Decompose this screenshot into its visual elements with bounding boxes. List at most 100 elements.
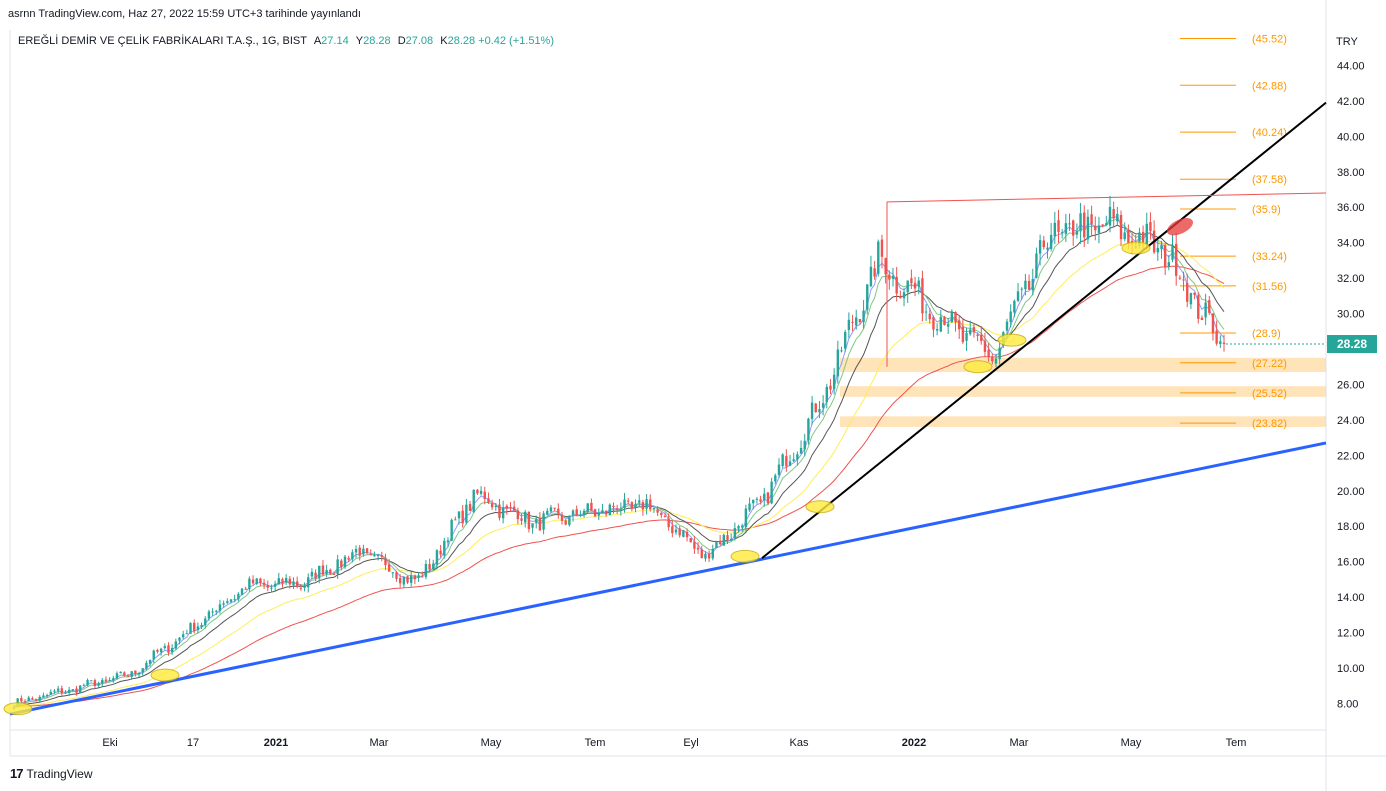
candle-body — [178, 637, 181, 641]
candle-body — [1171, 245, 1174, 260]
candle-body — [810, 402, 814, 419]
candle-body — [369, 554, 372, 556]
candle-body — [557, 508, 560, 514]
candle-body — [619, 508, 623, 512]
candle-body — [832, 374, 836, 389]
candle-body — [303, 585, 306, 588]
candle-body — [362, 548, 365, 555]
fib-level-label: (35.9) — [1252, 204, 1281, 216]
low-label: D — [397, 35, 406, 47]
candle-body — [976, 334, 979, 336]
y-tick-label: 40.00 — [1337, 131, 1365, 143]
candle-body — [924, 311, 928, 313]
candle-body — [1075, 230, 1079, 235]
candle-body — [593, 509, 597, 517]
candle-body — [950, 311, 954, 323]
candle-body — [520, 518, 523, 521]
candle-body — [715, 541, 718, 548]
candle-body — [847, 319, 851, 331]
candle-body — [1072, 220, 1075, 236]
high-label: Y — [355, 35, 364, 47]
candle-body — [270, 587, 273, 589]
candle-body — [23, 701, 27, 703]
candle-body — [189, 623, 192, 634]
candle-body — [104, 679, 108, 682]
candle-body — [843, 332, 847, 349]
candle-body — [549, 507, 553, 512]
candle-body — [527, 511, 531, 530]
candle-body — [1094, 225, 1097, 231]
candle-body — [744, 508, 748, 528]
candle-body — [347, 557, 350, 560]
candle-body — [380, 555, 383, 557]
candle-body — [553, 507, 556, 509]
candle-body — [299, 587, 303, 589]
candle-body — [90, 680, 93, 682]
candle-body — [406, 576, 409, 583]
candle-body — [266, 584, 269, 588]
candle-body — [185, 633, 189, 635]
y-tick-label: 32.00 — [1337, 273, 1365, 285]
candle-body — [167, 645, 170, 653]
candle-body — [49, 691, 52, 695]
candle-body — [803, 440, 806, 450]
change-value: +0.42 (+1.51%) — [478, 35, 555, 47]
y-tick-label: 22.00 — [1337, 450, 1365, 462]
candle-body — [421, 576, 424, 578]
candle-body — [733, 528, 737, 538]
candle-body — [954, 311, 957, 323]
y-tick-label: 36.00 — [1337, 202, 1365, 214]
last-price-label: 28.28 — [1337, 337, 1367, 351]
candle-body — [759, 499, 762, 502]
candle-body — [196, 626, 200, 631]
candle-body — [961, 326, 965, 343]
candle-body — [946, 323, 950, 327]
candle-body — [465, 504, 468, 523]
candle-body — [42, 695, 45, 698]
candle-body — [564, 520, 567, 525]
candle-body — [788, 461, 792, 466]
touch-point-marker — [805, 500, 835, 514]
open-value: 27.14 — [321, 35, 349, 47]
candle-body — [836, 349, 840, 377]
candle-body — [398, 577, 402, 584]
y-tick-label: 30.00 — [1337, 309, 1365, 321]
candle-body — [450, 519, 453, 541]
candle-body — [38, 696, 41, 701]
tradingview-logo: 17 TradingView — [10, 766, 93, 781]
candle-body — [376, 554, 380, 556]
candle-body — [928, 313, 931, 320]
candle-body — [983, 340, 987, 352]
candle-body — [181, 634, 185, 638]
candle-body — [1016, 291, 1020, 301]
candle-body — [921, 278, 924, 314]
candle-body — [638, 500, 641, 503]
y-tick-label: 8.00 — [1337, 698, 1358, 710]
candle-body — [159, 648, 163, 653]
x-tick-label: 17 — [187, 737, 199, 749]
candle-body — [255, 578, 258, 584]
candle-body — [707, 553, 711, 559]
candle-body — [939, 316, 943, 332]
candle-body — [75, 688, 78, 693]
y-tick-label: 34.00 — [1337, 238, 1365, 250]
candle-body — [251, 579, 255, 584]
candle-body — [240, 588, 244, 595]
candle-body — [818, 409, 821, 413]
ema-slow-line — [13, 224, 1225, 708]
candle-body — [829, 385, 832, 390]
x-tick-label: Mar — [1010, 737, 1029, 749]
candle-body — [512, 506, 516, 511]
candle-body — [501, 507, 505, 519]
fib-level-label: (42.88) — [1252, 80, 1287, 92]
candle-body — [604, 511, 608, 515]
candle-body — [483, 491, 486, 500]
candle-body — [1079, 213, 1082, 232]
candle-body — [56, 688, 60, 691]
y-tick-label: 18.00 — [1337, 521, 1365, 533]
candle-body — [748, 503, 751, 511]
candle-body — [626, 500, 630, 502]
candle-body — [435, 550, 439, 565]
candle-body — [193, 622, 196, 631]
